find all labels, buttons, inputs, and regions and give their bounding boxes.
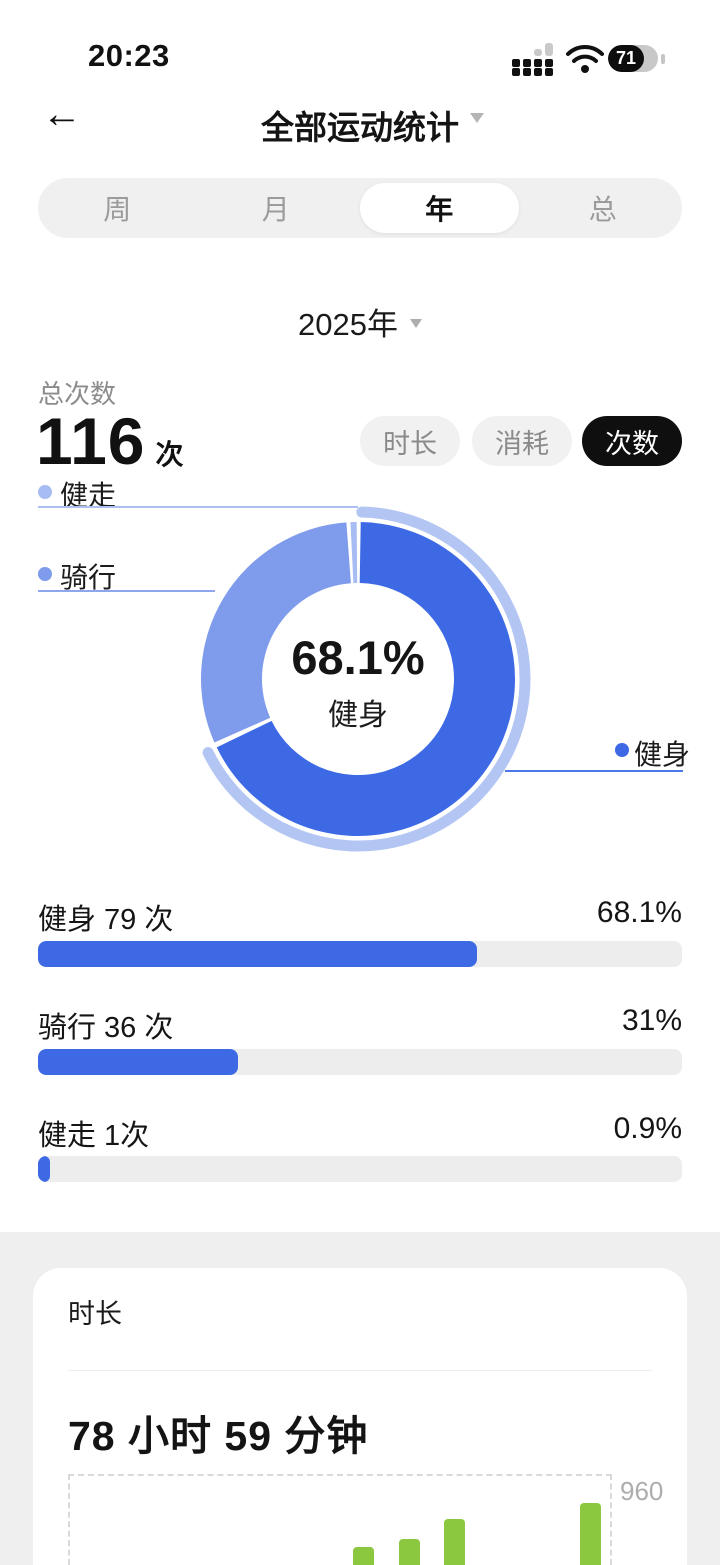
stat-bar-walking	[38, 1156, 682, 1182]
pill-duration[interactable]: 时长	[360, 416, 460, 466]
donut-chart	[201, 506, 531, 852]
stat-row: 健身 79 次 68.1%	[38, 896, 682, 938]
donut-slice-骑行[interactable]	[201, 522, 351, 743]
total-count-label: 总次数	[38, 379, 117, 409]
stat-percent-walking: 0.9%	[613, 1112, 682, 1145]
year-dropdown-icon	[409, 319, 422, 328]
legend-label-fitness: 健身	[634, 739, 691, 770]
duration-bar[interactable]	[353, 1547, 374, 1565]
period-tab-bar: 周 月 年 总	[38, 178, 682, 238]
duration-bar[interactable]	[399, 1539, 420, 1565]
tab-total[interactable]: 总	[588, 194, 617, 225]
legend-dot-fitness	[615, 743, 629, 757]
duration-bar[interactable]	[580, 1503, 601, 1565]
total-count-number: 116	[36, 404, 146, 478]
duration-card[interactable]	[33, 1268, 687, 1565]
stat-percent-fitness: 68.1%	[596, 896, 682, 929]
battery-nub-icon	[661, 54, 665, 64]
back-arrow-icon[interactable]: ←	[42, 92, 82, 136]
duration-total-value: 78 小时 59 分钟	[68, 1413, 369, 1459]
cell-signal-icon	[512, 42, 558, 76]
duration-bar[interactable]	[444, 1519, 465, 1565]
duration-axis-max: 960	[620, 1476, 664, 1506]
legend-label-walking: 健走	[60, 480, 117, 511]
total-count-unit: 次	[155, 439, 184, 470]
page-title[interactable]: 全部运动统计	[261, 109, 459, 146]
stat-label-cycling: 骑行 36 次	[38, 1012, 174, 1044]
year-label: 2025年	[298, 307, 398, 342]
donut-slice-健身[interactable]	[216, 522, 516, 836]
stat-row: 骑行 36 次 31%	[38, 1004, 682, 1046]
battery-icon: 71	[608, 45, 658, 72]
stat-percent-cycling: 31%	[621, 1004, 682, 1037]
legend-dot-cycling	[38, 567, 52, 581]
status-time: 20:23	[88, 38, 170, 73]
donut-center-name: 健身	[328, 699, 388, 732]
legend-label-cycling: 骑行	[60, 562, 117, 593]
donut-slice-健走[interactable]	[350, 522, 358, 584]
pill-count[interactable]: 次数	[582, 416, 682, 466]
legend-line-walking	[38, 506, 358, 508]
stat-label-fitness: 健身 79 次	[38, 904, 174, 936]
legend-dot-walking	[38, 485, 52, 499]
legend-line-fitness	[505, 770, 683, 772]
total-count-value: 116 次	[36, 403, 184, 479]
donut-center-percent: 68.1%	[291, 631, 425, 684]
tab-week[interactable]: 周	[103, 194, 132, 225]
tab-month[interactable]: 月	[261, 194, 290, 225]
donut-highlight-arc	[202, 506, 531, 852]
title-dropdown-icon[interactable]	[470, 113, 484, 123]
tab-year[interactable]: 年	[360, 183, 519, 233]
year-selector[interactable]: 2025年	[0, 299, 720, 344]
stat-bar-fitness	[38, 941, 682, 967]
stat-row: 健走 1次 0.9%	[38, 1112, 682, 1154]
stat-label-walking: 健走 1次	[38, 1120, 150, 1152]
duration-card-title: 时长	[68, 1299, 122, 1329]
pill-calories[interactable]: 消耗	[472, 416, 572, 466]
battery-percent: 71	[608, 45, 644, 72]
card-divider	[68, 1370, 652, 1371]
legend-line-cycling	[38, 590, 215, 592]
wifi-icon	[566, 44, 604, 73]
duration-bar-chart-area	[68, 1474, 612, 1565]
stat-bar-cycling	[38, 1049, 682, 1075]
